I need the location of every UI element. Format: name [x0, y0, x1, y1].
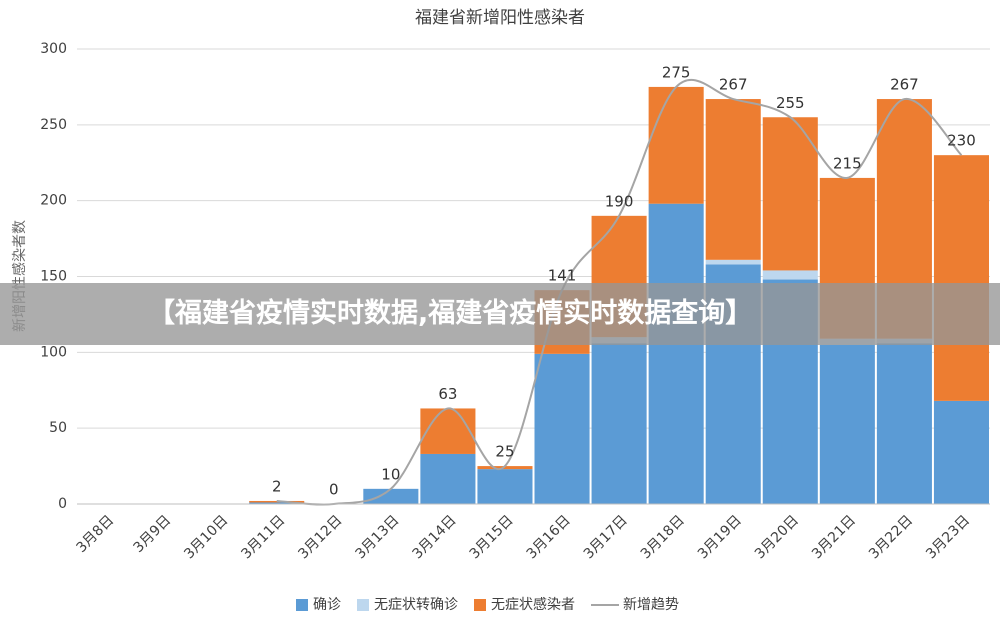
- bar: [591, 343, 647, 504]
- data-label: 267: [890, 76, 919, 94]
- bar: [648, 203, 704, 504]
- bar: [648, 86, 704, 204]
- legend-label: 新增趋势: [623, 597, 679, 613]
- data-label: 215: [833, 154, 862, 172]
- bar: [933, 400, 989, 504]
- bar: [534, 353, 590, 504]
- y-tick-label: 50: [49, 420, 67, 436]
- y-tick-label: 150: [40, 269, 67, 285]
- bar: [705, 99, 761, 260]
- data-label: 141: [548, 267, 577, 285]
- y-tick-label: 300: [40, 41, 67, 57]
- legend-swatch: [296, 599, 308, 611]
- bar: [933, 155, 989, 401]
- chart-title: 福建省新增阳性感染者: [415, 8, 585, 28]
- bar: [477, 466, 533, 470]
- data-label: 2: [272, 477, 282, 495]
- data-label: 190: [605, 192, 634, 210]
- x-tick-label: 3月15日: [467, 512, 517, 562]
- legend-swatch: [357, 599, 369, 611]
- y-tick-label: 250: [40, 117, 67, 133]
- x-tick-label: 3月9日: [131, 512, 175, 556]
- x-tick-label: 3月23日: [923, 512, 973, 562]
- trend-line: [276, 79, 963, 506]
- bar: [363, 488, 419, 504]
- bar: [762, 117, 818, 271]
- bar: [876, 343, 932, 504]
- data-label: 230: [947, 132, 976, 150]
- x-tick-label: 3月20日: [752, 512, 802, 562]
- bar: [705, 259, 761, 265]
- x-tick-label: 3月19日: [695, 512, 745, 562]
- x-tick-label: 3月16日: [524, 512, 574, 562]
- data-label: 0: [329, 481, 339, 499]
- bar: [477, 469, 533, 504]
- bar: [420, 453, 476, 504]
- data-label: 275: [662, 63, 691, 81]
- data-label: 25: [495, 443, 514, 461]
- banner: 【福建省疫情实时数据,福建省疫情实时数据查询】: [0, 283, 1000, 345]
- data-label: 267: [719, 76, 748, 94]
- data-label: 255: [776, 94, 805, 112]
- x-tick-label: 3月17日: [581, 512, 631, 562]
- y-tick-label: 200: [40, 193, 67, 209]
- bar: [819, 344, 875, 504]
- legend-swatch: [474, 599, 486, 611]
- bar: [420, 408, 476, 454]
- y-tick-label: 0: [58, 496, 67, 512]
- x-tick-label: 3月14日: [410, 512, 460, 562]
- x-tick-label: 3月10日: [181, 512, 231, 562]
- legend-label: 无症状转确诊: [374, 597, 458, 613]
- legend-label: 无症状感染者: [491, 596, 575, 613]
- data-label: 10: [381, 465, 400, 483]
- x-tick-label: 3月11日: [238, 512, 288, 562]
- x-tick-label: 3月18日: [638, 512, 688, 562]
- x-tick-label: 3月21日: [809, 512, 859, 562]
- x-tick-label: 3月13日: [352, 512, 402, 562]
- x-tick-label: 3月22日: [866, 512, 916, 562]
- bar: [249, 502, 305, 504]
- x-tick-label: 3月12日: [295, 512, 345, 562]
- y-tick-label: 100: [40, 344, 67, 360]
- legend-label: 确诊: [313, 597, 341, 613]
- x-tick-label: 3月8日: [73, 512, 117, 556]
- bar: [762, 270, 818, 280]
- data-label: 63: [438, 385, 457, 403]
